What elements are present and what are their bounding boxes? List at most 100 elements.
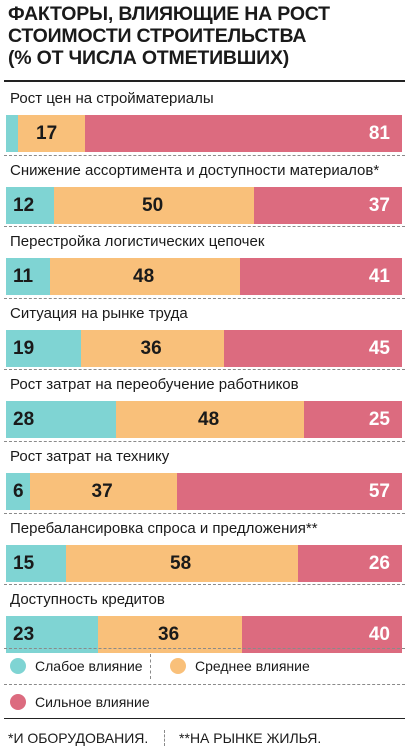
chart-row: Снижение ассортимента и доступности мате… [0, 156, 409, 228]
legend: Слабое влияние Среднее влияние Сильное в… [0, 648, 409, 718]
bar-segment-strong [254, 187, 402, 224]
value-label-weak: 11 [13, 266, 34, 287]
footnote-2: **НА РЫНКЕ ЖИЛЬЯ. [179, 730, 322, 746]
stacked-bar: 19 36 45 [6, 330, 402, 367]
bar-segment-medium [116, 401, 304, 438]
stacked-bar: 23 36 40 [6, 616, 402, 653]
bar-segment-medium [50, 258, 240, 295]
legend-top-divider [4, 648, 405, 649]
value-label-medium: 37 [91, 481, 113, 502]
row-divider [4, 298, 405, 299]
value-label-weak: 6 [13, 481, 24, 502]
footnote-rule [4, 718, 405, 719]
value-label-weak: 12 [13, 195, 35, 216]
bar-segment-weak [6, 401, 116, 438]
value-label-medium: 36 [158, 624, 180, 645]
value-label-medium: 48 [133, 266, 155, 287]
category-label: Рост затрат на технику [10, 448, 170, 465]
row-divider [4, 584, 405, 585]
bar-segment-strong [298, 545, 402, 582]
category-label: Ситуация на рынке труда [10, 305, 188, 322]
legend-item-medium: Среднее влияние [170, 658, 310, 674]
stacked-bar: 15 58 26 [6, 545, 402, 582]
legend-item-weak: Слабое влияние [10, 658, 143, 674]
top-rule [4, 80, 405, 82]
footnote-separator [164, 730, 166, 746]
bar-segment-weak [6, 187, 54, 224]
value-label-strong: 25 [368, 409, 390, 430]
value-label-weak: 28 [13, 409, 35, 430]
bar-segment-weak [6, 258, 50, 295]
stacked-bar: 28 48 25 [6, 401, 402, 438]
legend-dot-strong [10, 694, 26, 710]
stacked-bar: 11 48 41 [6, 258, 402, 295]
bar-segment-weak [6, 545, 66, 582]
row-divider [4, 369, 405, 370]
chart-row: Доступность кредитов 23 36 40 [0, 585, 409, 657]
legend-label-weak: Слабое влияние [35, 658, 143, 674]
value-label-weak: 19 [13, 338, 35, 359]
bar-segment-weak [6, 115, 18, 152]
bar-segment-weak [6, 616, 98, 653]
chart-title: ФАКТОРЫ, ВЛИЯЮЩИЕ НА РОСТ СТОИМОСТИ СТРО… [8, 3, 403, 69]
value-label-strong: 57 [368, 481, 390, 502]
bar-segment-weak [6, 473, 30, 510]
category-label: Снижение ассортимента и доступности мате… [10, 162, 380, 179]
value-label-medium: 48 [198, 409, 220, 430]
bar-segment-strong [242, 616, 402, 653]
value-label-weak: 23 [13, 624, 35, 645]
title-line-3: (% ОТ ЧИСЛА ОТМЕТИВШИХ) [8, 47, 290, 69]
value-label-strong: 41 [368, 266, 390, 287]
value-label-weak: 15 [13, 553, 35, 574]
value-label-medium: 17 [36, 123, 58, 144]
value-label-strong: 40 [368, 624, 390, 645]
bar-segment-strong [240, 258, 402, 295]
bar-segment-medium [30, 473, 177, 510]
stacked-bar: 31781 [6, 115, 402, 152]
legend-item-strong: Сильное влияние [10, 694, 150, 710]
chart-row: Рост затрат на технику 6 37 57 [0, 442, 409, 514]
value-label-strong: 81 [368, 123, 390, 144]
bar-segment-strong [304, 401, 402, 438]
value-label-strong: 26 [368, 553, 390, 574]
legend-divider [4, 684, 405, 685]
chart-row: Ситуация на рынке труда 19 36 45 [0, 299, 409, 371]
legend-dot-weak [10, 658, 26, 674]
bar-segment-medium [66, 545, 298, 582]
chart-row: Перебалансировка спроса и предложения** 1… [0, 514, 409, 586]
title-line-2: СТОИМОСТИ СТРОИТЕЛЬСТВА [8, 25, 307, 47]
bar-segment-medium [98, 616, 242, 653]
value-label-medium: 58 [170, 553, 192, 574]
value-label-medium: 50 [142, 195, 164, 216]
value-label-medium: 36 [140, 338, 162, 359]
row-divider [4, 155, 405, 156]
bar-segment-medium [81, 330, 224, 367]
row-divider [4, 226, 405, 227]
legend-dot-medium [170, 658, 186, 674]
chart-row: Рост цен на стройматериалы31781 [0, 84, 409, 156]
stacked-bar: 12 50 37 [6, 187, 402, 224]
value-label-strong: 37 [368, 195, 390, 216]
bar-segment-strong [224, 330, 402, 367]
category-label: Доступность кредитов [10, 591, 165, 608]
chart-row: Рост затрат на переобучение работников 28… [0, 370, 409, 442]
legend-separator [150, 654, 151, 679]
footnotes: *И ОБОРУДОВАНИЯ. **НА РЫНКЕ ЖИЛЬЯ. [8, 727, 333, 746]
legend-label-strong: Сильное влияние [35, 694, 150, 710]
value-label-strong: 45 [368, 338, 390, 359]
bar-segment-strong [85, 115, 402, 152]
chart-row: Перестройка логистических цепочек 11 48 41 [0, 227, 409, 299]
category-label: Перебалансировка спроса и предложения** [10, 520, 318, 537]
stacked-bar: 6 37 57 [6, 473, 402, 510]
bar-segment-weak [6, 330, 81, 367]
category-label: Перестройка логистических цепочек [10, 233, 265, 250]
footnote-1: *И ОБОРУДОВАНИЯ. [8, 730, 149, 746]
bar-segment-medium [54, 187, 254, 224]
bar-segment-medium [18, 115, 85, 152]
legend-label-medium: Среднее влияние [195, 658, 310, 674]
row-divider [4, 441, 405, 442]
row-divider [4, 513, 405, 514]
title-line-1: ФАКТОРЫ, ВЛИЯЮЩИЕ НА РОСТ [8, 3, 330, 25]
category-label: Рост цен на стройматериалы [10, 90, 214, 107]
bar-segment-strong [177, 473, 402, 510]
